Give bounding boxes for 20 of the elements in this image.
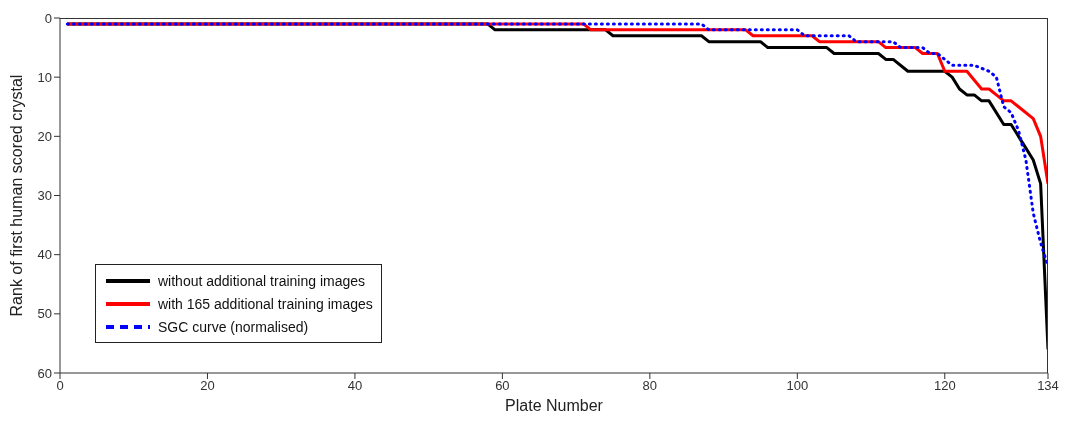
legend-label: SGC curve (normalised): [158, 318, 309, 335]
x-tick-label: 60: [495, 378, 510, 394]
x-tick-label: 134: [1037, 378, 1059, 394]
y-tick-label: 0: [44, 10, 52, 26]
x-tick-label: 0: [56, 378, 64, 394]
x-tick-label: 40: [347, 378, 363, 394]
legend-label: with 165 additional training images: [158, 295, 373, 312]
x-tick-label: 80: [642, 378, 658, 394]
y-axis-title: Rank of first human scored crystal: [7, 74, 25, 317]
y-tick-label: 60: [37, 365, 52, 381]
x-tick-label: 20: [200, 378, 215, 394]
y-tick-label: 10: [37, 69, 52, 85]
x-tick-label: 100: [786, 378, 809, 394]
y-tick-label: 30: [37, 188, 52, 204]
y-tick-label: 40: [37, 247, 52, 263]
legend-label: without additional training images: [158, 272, 366, 289]
y-tick-label: 50: [37, 306, 52, 322]
x-tick-label: 120: [933, 378, 956, 394]
x-axis-title: Plate Number: [505, 397, 604, 414]
y-tick-label: 20: [37, 128, 52, 144]
